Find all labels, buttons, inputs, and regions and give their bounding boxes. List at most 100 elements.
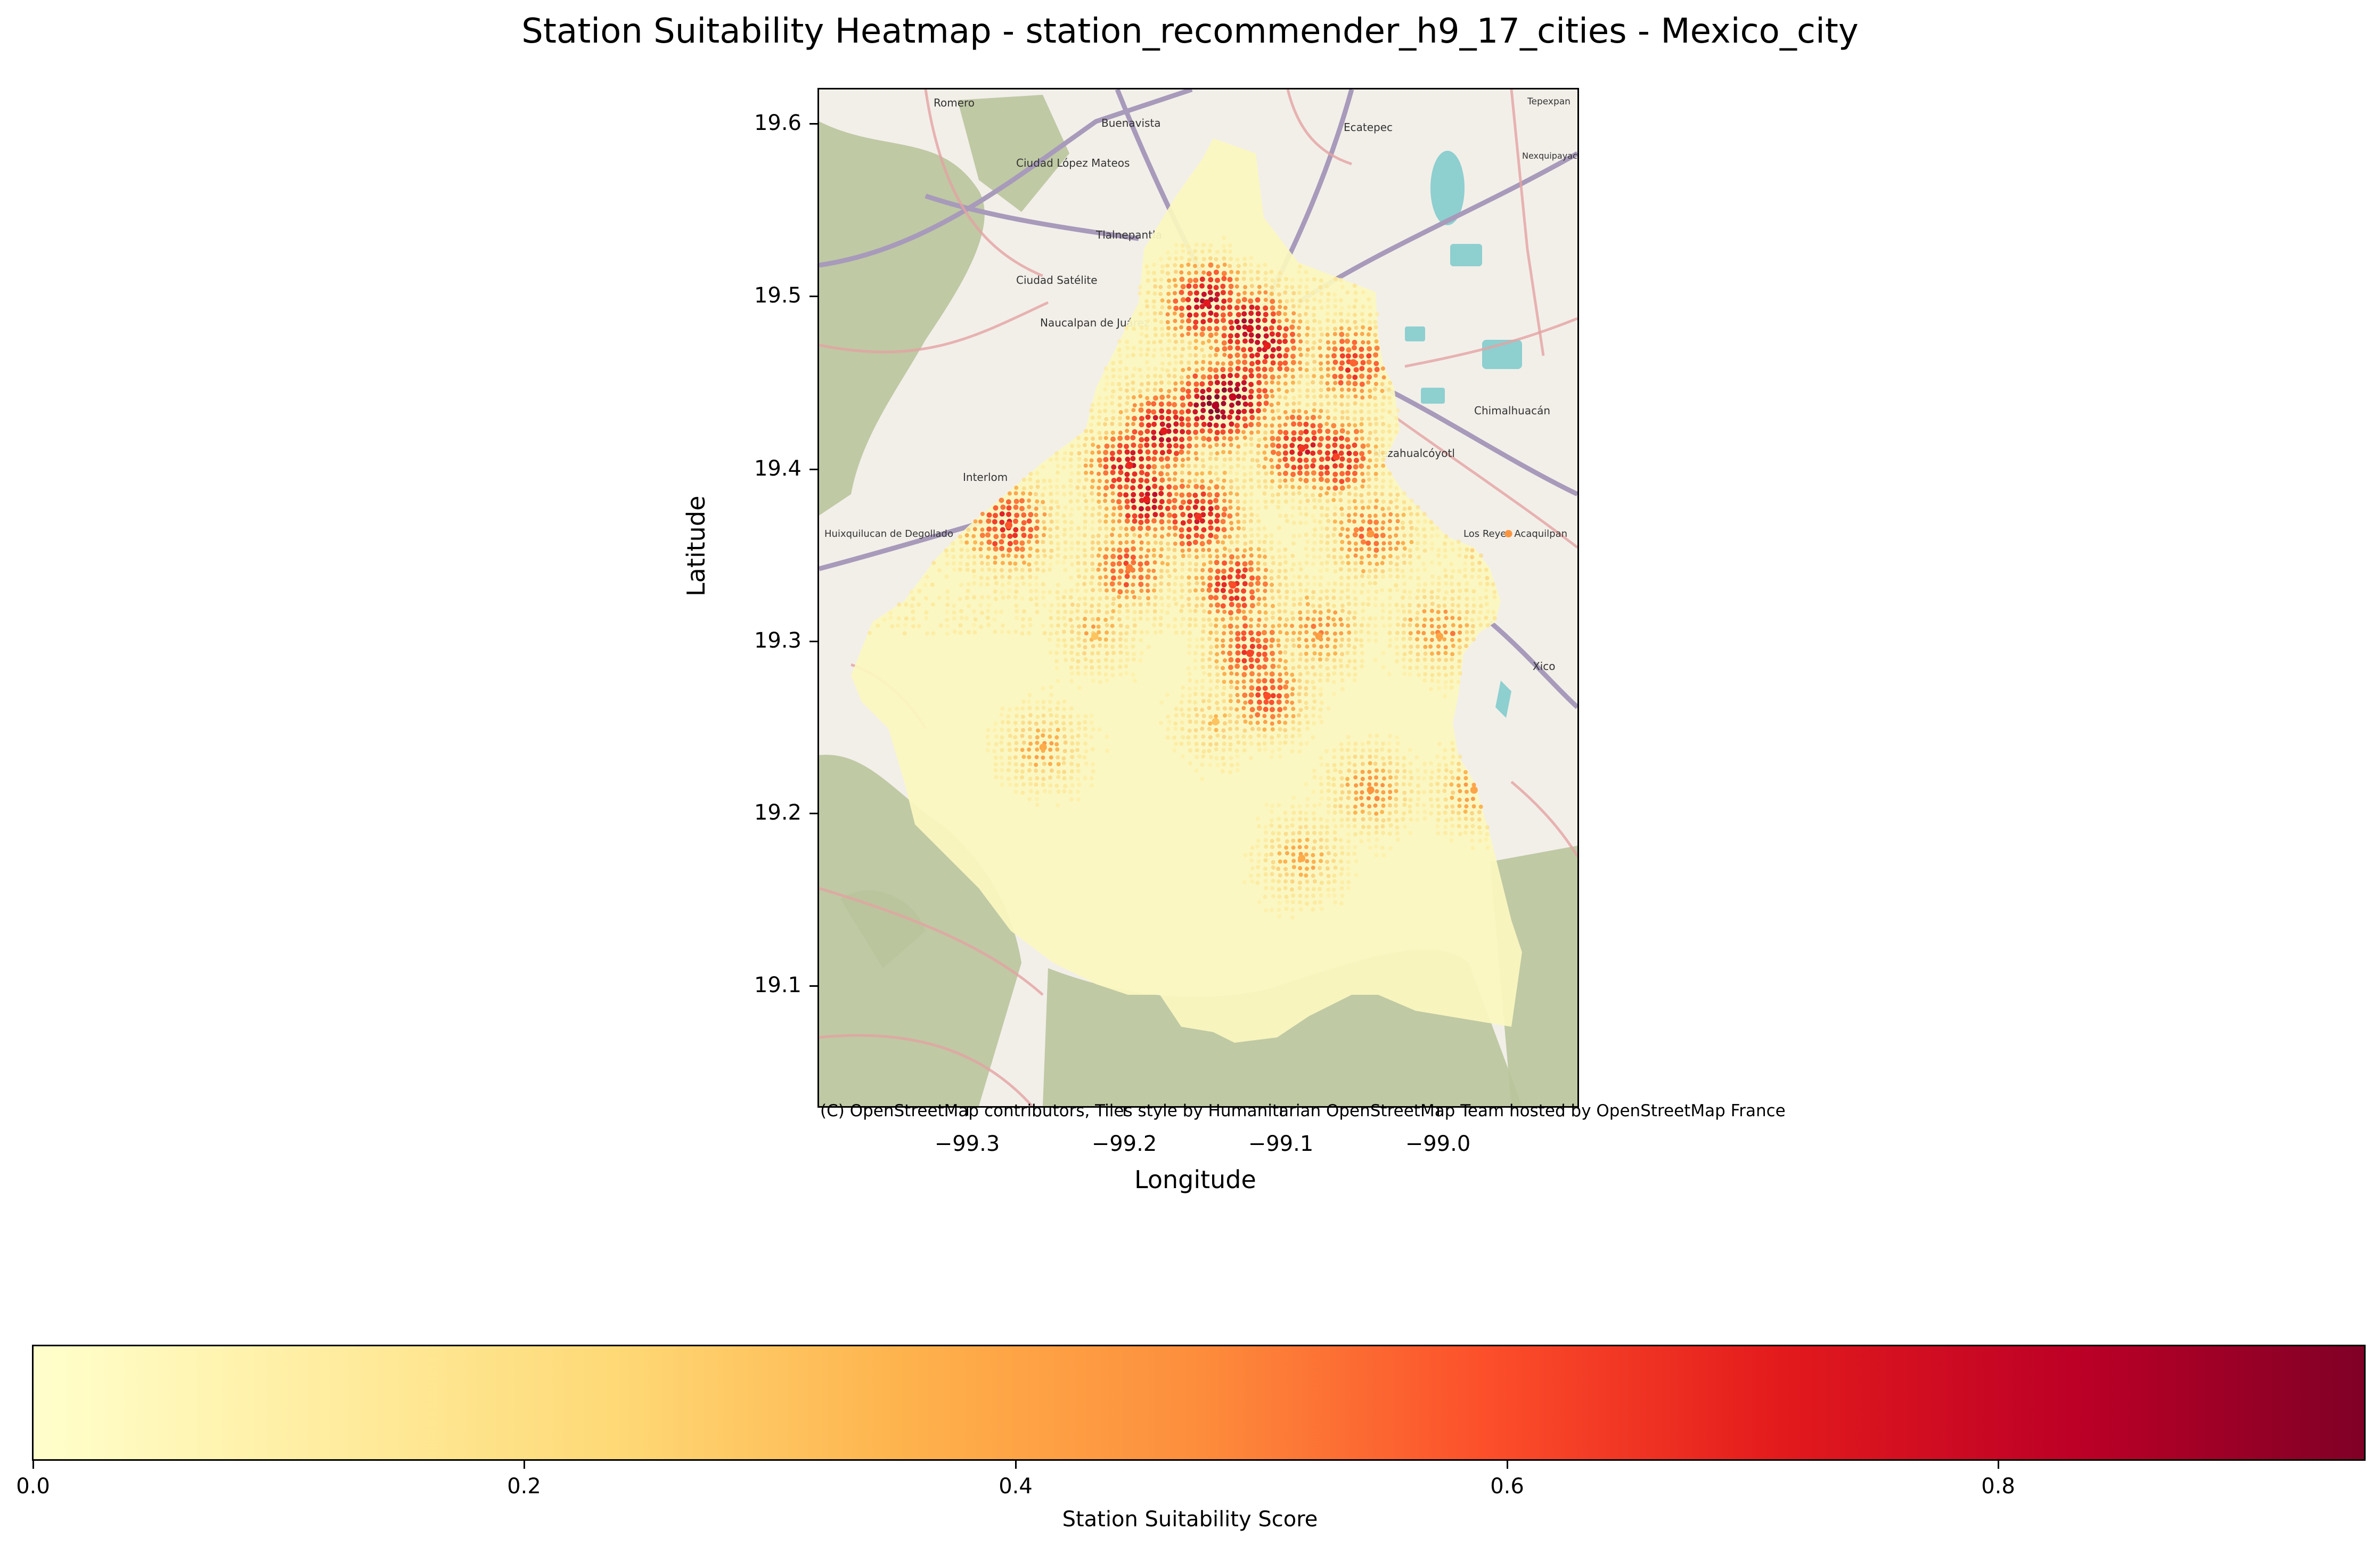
score-cell — [1069, 526, 1074, 531]
score-cell — [1291, 311, 1296, 316]
score-cell — [1214, 665, 1219, 670]
score-cell — [1082, 561, 1087, 566]
score-cell — [1221, 768, 1225, 773]
score-cell — [1456, 680, 1461, 684]
score-cell — [1255, 637, 1261, 643]
score-cell — [1117, 603, 1122, 608]
score-cell — [1271, 894, 1275, 898]
score-cell — [1193, 484, 1199, 489]
score-cell — [1077, 451, 1082, 456]
score-cell — [1035, 796, 1040, 801]
score-cell — [1248, 471, 1253, 476]
score-cell — [1324, 657, 1329, 662]
score-cell — [1200, 603, 1205, 608]
score-cell — [1436, 665, 1441, 670]
score-cell — [1401, 763, 1406, 767]
score-cell — [1151, 443, 1157, 448]
score-cell — [1264, 471, 1269, 476]
score-cell — [1214, 747, 1218, 752]
score-cell — [1165, 320, 1170, 324]
score-cell — [1277, 374, 1281, 379]
score-cell — [1360, 664, 1364, 669]
x-tick-label: −99.3 — [934, 1132, 1000, 1156]
score-cell — [1172, 409, 1178, 415]
score-cell — [1402, 589, 1407, 594]
score-cell — [1297, 436, 1303, 441]
score-cell — [1172, 519, 1178, 525]
score-cell — [1103, 366, 1108, 371]
score-cell — [1139, 630, 1144, 635]
score-cell — [1332, 485, 1338, 491]
map-panel[interactable]: Romero Buenavista Ecatepec Tepexpan Ciud… — [817, 88, 1579, 1108]
score-cell — [1353, 575, 1358, 579]
score-cell — [1444, 768, 1449, 773]
score-cell — [1298, 264, 1303, 269]
score-cell — [1297, 361, 1302, 365]
score-cell — [1208, 763, 1213, 767]
score-cell — [1298, 596, 1303, 601]
score-cell — [999, 713, 1004, 717]
score-cell — [1366, 796, 1371, 800]
score-cell — [1179, 276, 1185, 282]
score-cell — [1123, 582, 1129, 587]
score-cell — [1187, 728, 1192, 733]
score-cell — [1444, 534, 1449, 539]
score-cell — [1326, 305, 1330, 309]
score-cell — [1214, 644, 1219, 649]
score-cell — [1458, 831, 1462, 836]
map-attribution: (C) OpenStreetMap contributors, Tiles st… — [820, 1101, 1786, 1120]
score-cell — [1443, 693, 1447, 698]
score-cell — [1172, 277, 1177, 282]
score-cell — [925, 631, 929, 636]
score-cell — [1034, 596, 1039, 601]
score-cell — [1361, 602, 1365, 607]
score-cell — [1346, 755, 1351, 759]
score-cell — [1346, 312, 1351, 317]
score-cell — [1236, 699, 1241, 704]
score-cell — [1187, 463, 1191, 468]
score-cell — [1034, 582, 1039, 587]
score-cell — [1291, 319, 1296, 324]
score-cell — [1256, 430, 1261, 435]
score-cell — [1368, 313, 1372, 317]
score-cell — [1195, 368, 1199, 373]
score-cell — [1408, 636, 1412, 641]
score-cell — [1298, 817, 1303, 822]
score-cell — [1326, 346, 1331, 351]
score-cell — [1339, 872, 1344, 877]
score-cell — [1048, 567, 1052, 572]
colorbar-label: Station Suitability Score — [1062, 1507, 1318, 1532]
score-cell — [1311, 637, 1315, 642]
score-cell — [1229, 520, 1233, 525]
score-cell — [945, 617, 950, 622]
score-cell — [1062, 789, 1067, 794]
score-cell — [1485, 623, 1490, 628]
score-cell — [1442, 596, 1447, 601]
score-cell — [1062, 650, 1067, 655]
score-cell — [1463, 776, 1468, 781]
score-cell — [1187, 250, 1191, 255]
score-cell — [986, 595, 991, 600]
score-cell — [882, 617, 887, 622]
score-cell — [1319, 575, 1323, 580]
score-cell — [1167, 526, 1172, 530]
score-cell — [1291, 602, 1296, 607]
score-cell — [1249, 539, 1254, 544]
score-cell — [1429, 546, 1434, 551]
score-cell — [1360, 484, 1365, 489]
score-cell — [1200, 498, 1206, 504]
score-cell — [1222, 498, 1226, 503]
score-cell — [1429, 624, 1434, 628]
score-cell — [1285, 318, 1289, 323]
score-cell — [1359, 534, 1364, 539]
score-cell — [1381, 768, 1386, 773]
score-cell — [1200, 726, 1205, 731]
score-cell — [1324, 631, 1329, 635]
score-cell — [1021, 477, 1026, 482]
score-cell — [1090, 747, 1095, 752]
score-cell — [1041, 582, 1045, 587]
score-cell — [1070, 735, 1075, 740]
score-cell — [1297, 304, 1302, 309]
map-canvas[interactable]: Romero Buenavista Ecatepec Tepexpan Ciud… — [819, 89, 1577, 1106]
score-cell — [1269, 485, 1274, 490]
